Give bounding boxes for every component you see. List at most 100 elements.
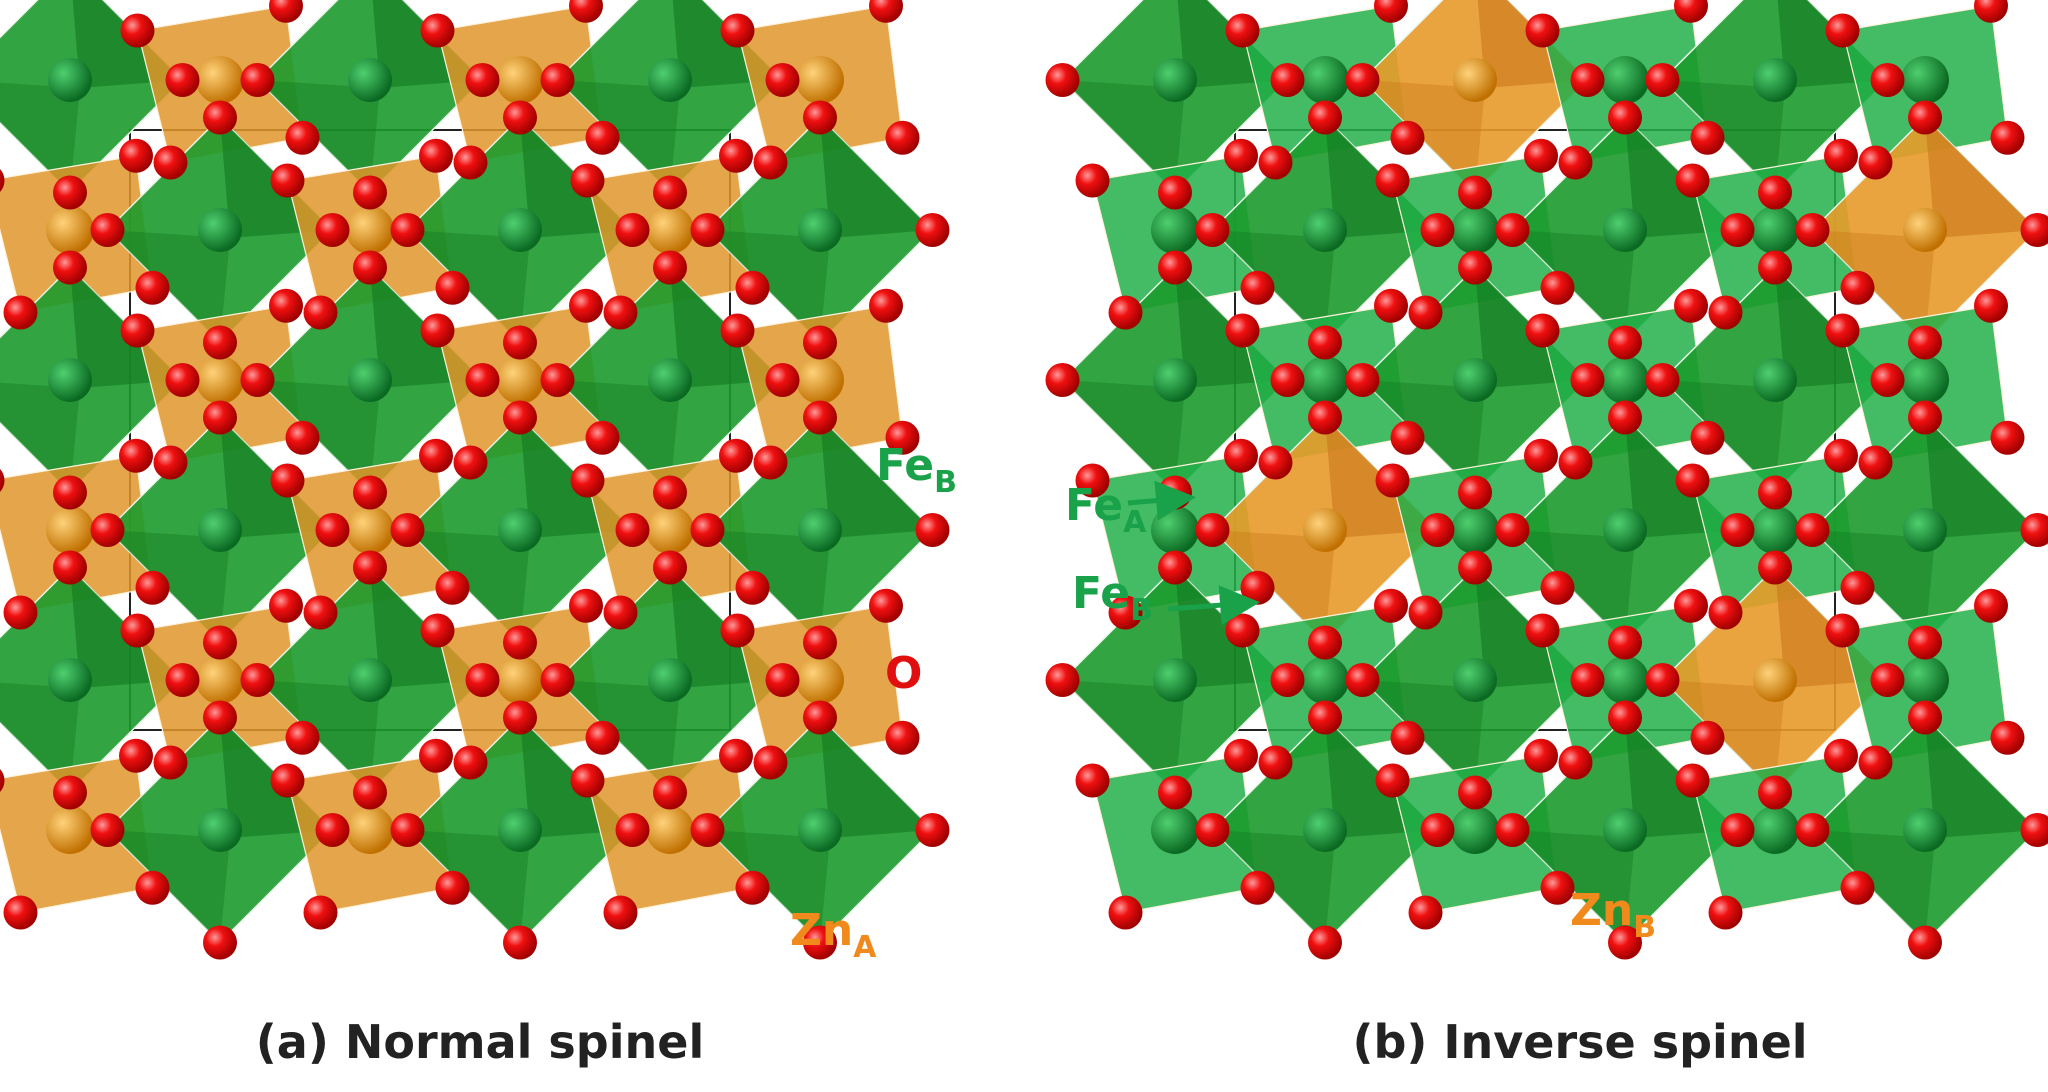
o-atom [1158, 550, 1192, 585]
fe-atom [1303, 808, 1347, 852]
o-atom [353, 175, 387, 210]
o-atom [303, 895, 338, 930]
atom-label: ZnA [790, 905, 877, 965]
zn-atom [796, 656, 844, 704]
o-atom [1524, 738, 1558, 773]
o-atom [135, 570, 170, 605]
o-atom [453, 745, 488, 780]
o-atom [1974, 0, 2008, 23]
o-atom [1374, 288, 1408, 323]
octahedron-face [0, 682, 80, 793]
zn-atom [1903, 208, 1947, 252]
o-atom [1558, 145, 1593, 180]
o-atom [390, 813, 425, 847]
o-atom [1825, 613, 1860, 648]
o-atom [153, 745, 188, 780]
o-atom [1795, 213, 1830, 247]
o-atom [435, 870, 470, 905]
o-atom [1908, 400, 1942, 435]
label-main: Zn [790, 905, 853, 956]
o-atom [1225, 313, 1260, 348]
fe-atom [1601, 656, 1649, 704]
zn-atom [646, 806, 694, 854]
o-atom [1270, 663, 1305, 697]
o-atom [503, 925, 537, 960]
zn-atom [496, 656, 544, 704]
atom-label: FeA [1065, 480, 1147, 540]
arrow [1127, 480, 1196, 521]
fe-atom [1601, 56, 1649, 104]
o-atom [1795, 513, 1830, 547]
o-atom [1158, 775, 1192, 810]
fe-atom [498, 508, 542, 552]
octahedron-face [1062, 80, 1185, 193]
o-atom [653, 250, 687, 285]
fe-atom [1153, 358, 1197, 402]
o-atom [1795, 813, 1830, 847]
o-atom [53, 250, 87, 285]
fe-atom [1453, 658, 1497, 702]
octahedron-face [0, 382, 80, 493]
octahedron-face [1062, 680, 1185, 793]
o-atom [353, 775, 387, 810]
o-atom [585, 120, 620, 155]
fe-atom [1603, 208, 1647, 252]
o-atom [1495, 813, 1530, 847]
fe-atom [1301, 356, 1349, 404]
o-atom [1108, 295, 1143, 330]
zn-atom [346, 206, 394, 254]
o-atom [203, 625, 237, 660]
fe-atom [348, 58, 392, 102]
o-atom [1495, 213, 1530, 247]
o-atom [690, 513, 725, 547]
o-atom [1990, 720, 2025, 755]
fe-atom [1751, 506, 1799, 554]
o-atom [803, 325, 837, 360]
o-atom [1608, 625, 1642, 660]
o-atom [1840, 270, 1875, 305]
o-atom [1675, 163, 1710, 198]
o-atom [1708, 595, 1743, 630]
o-atom [1758, 775, 1792, 810]
fe-atom [1153, 658, 1197, 702]
fe-atom [1451, 806, 1499, 854]
o-atom [465, 663, 500, 697]
o-atom [719, 138, 753, 173]
o-atom [315, 213, 350, 247]
o-atom [803, 625, 837, 660]
o-atom [540, 363, 575, 397]
o-atom [1345, 663, 1380, 697]
o-atom [1408, 295, 1443, 330]
o-atom [603, 895, 638, 930]
o-atom [1608, 925, 1642, 960]
o-atom [915, 813, 950, 847]
o-atom [1375, 763, 1410, 798]
o-atom [1525, 13, 1560, 48]
o-atom [1390, 720, 1425, 755]
o-atom [90, 513, 125, 547]
fe-atom [1301, 656, 1349, 704]
octahedron-face [820, 717, 933, 838]
o-atom [203, 925, 237, 960]
o-atom [240, 363, 275, 397]
o-atom [2020, 813, 2048, 847]
o-atom [465, 63, 500, 97]
fe-atom [798, 208, 842, 252]
o-atom [90, 213, 125, 247]
o-atom [303, 595, 338, 630]
o-atom [1558, 745, 1593, 780]
caption: (a) Normal spinel [256, 1015, 704, 1069]
fe-atom [1603, 808, 1647, 852]
o-atom [1858, 445, 1893, 480]
o-atom [1270, 63, 1305, 97]
o-atom [270, 463, 305, 498]
fe-atom [48, 58, 92, 102]
o-atom [2020, 513, 2048, 547]
octahedron-face [820, 117, 933, 238]
o-atom [585, 720, 620, 755]
o-atom [1408, 595, 1443, 630]
zn-atom [646, 206, 694, 254]
o-atom [869, 588, 903, 623]
zn-atom [346, 806, 394, 854]
o-atom [1675, 463, 1710, 498]
